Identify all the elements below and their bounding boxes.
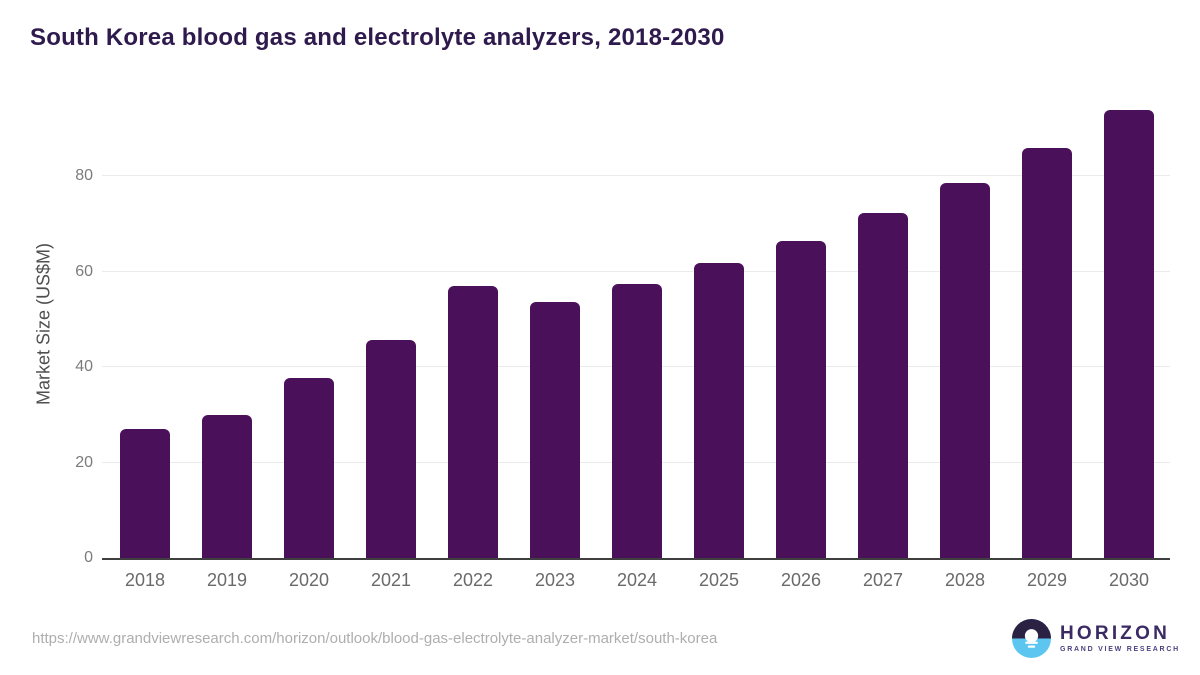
x-tick-label-2029: 2029	[1026, 570, 1068, 590]
y-axis-ticks: 0 20 40 60 80	[0, 95, 93, 566]
plot-area	[102, 95, 1170, 560]
x-tick-label-2020: 2020	[288, 570, 330, 590]
logo-title: HORIZON	[1060, 623, 1171, 644]
logo-subtitle: GRAND VIEW RESEARCH	[1060, 646, 1180, 653]
x-tick-label-2028: 2028	[944, 570, 986, 590]
x-tick-label-2018: 2018	[124, 570, 166, 590]
bar-2019[interactable]	[202, 414, 252, 558]
bar-2021[interactable]	[366, 339, 416, 558]
bar-2020[interactable]	[284, 377, 334, 558]
source-url: https://www.grandviewresearch.com/horizo…	[32, 630, 718, 647]
bar-2018[interactable]	[120, 429, 170, 558]
x-tick-label-2026: 2026	[780, 570, 822, 590]
bar-2025[interactable]	[694, 262, 744, 558]
bar-2022[interactable]	[448, 285, 498, 558]
x-tick-label-2021: 2021	[370, 570, 412, 590]
gridline-60	[102, 270, 1170, 272]
x-tick-label-2022: 2022	[452, 570, 494, 590]
x-axis-labels: 2018 2019 2020 2021 2022 2023 2024 2025 2026 2027…	[102, 570, 1170, 598]
y-tick-label-0: 0	[84, 549, 93, 566]
horizon-sunrise-icon	[1012, 618, 1051, 658]
bar-2027[interactable]	[858, 213, 908, 558]
gridline-80	[102, 175, 1170, 177]
bar-2028[interactable]	[940, 182, 990, 558]
y-tick-label-60: 60	[75, 262, 93, 280]
chart-title: South Korea blood gas and electrolyte an…	[30, 24, 725, 51]
x-tick-label-2019: 2019	[206, 570, 248, 590]
x-tick-label-2027: 2027	[862, 570, 904, 590]
y-tick-label-20: 20	[75, 453, 93, 471]
x-tick-label-2023: 2023	[534, 570, 576, 590]
y-tick-label-80: 80	[75, 167, 93, 185]
horizon-logo: HORIZON GRAND VIEW RESEARCH	[1012, 618, 1180, 658]
bar-2024[interactable]	[612, 284, 662, 558]
bar-2029[interactable]	[1022, 148, 1072, 558]
y-tick-label-40: 40	[75, 358, 93, 376]
x-tick-label-2024: 2024	[616, 570, 658, 590]
bar-2023[interactable]	[530, 302, 580, 558]
bar-2030[interactable]	[1104, 109, 1154, 558]
x-tick-label-2030: 2030	[1108, 570, 1150, 590]
bar-2026[interactable]	[776, 240, 826, 558]
x-tick-label-2025: 2025	[698, 570, 740, 590]
logo-text: HORIZON GRAND VIEW RESEARCH	[1060, 623, 1180, 653]
